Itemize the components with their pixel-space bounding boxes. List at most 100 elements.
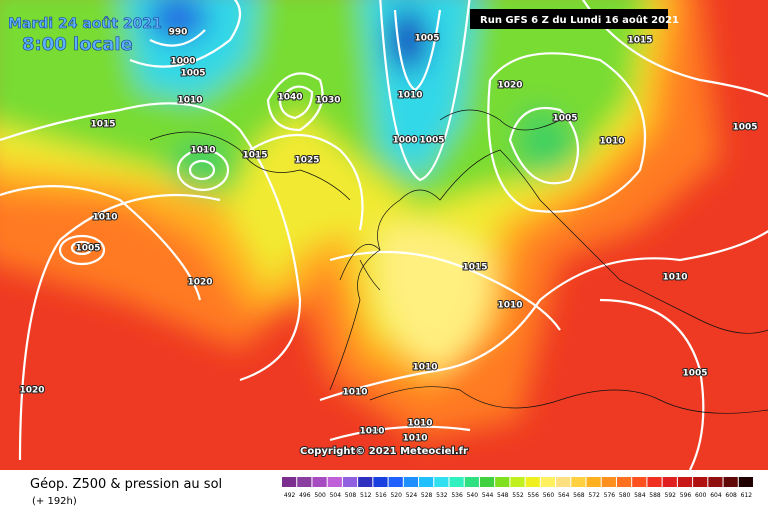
pressure-label: 990 [169,28,188,38]
legend-swatch [556,477,571,487]
legend-swatch [616,477,632,487]
legend-swatch [723,477,738,487]
pressure-label: 1005 [180,69,205,79]
legend-label: 596 [680,492,692,499]
legend-swatch [479,477,495,487]
legend-label: 500 [314,492,326,499]
legend-swatch [419,477,434,487]
pressure-label: 1005 [682,369,707,379]
legend-swatch [601,477,616,487]
color-legend: 492 496 500 504 508 512 516 520 524 528 532 536 540 5… [282,477,753,499]
pressure-label: 1010 [407,419,432,429]
pressure-label: 1040 [277,93,302,103]
isobars [0,0,768,470]
footer-lead: (+ 192h) [32,496,77,507]
legend-swatch [342,477,358,487]
legend-swatch [571,477,586,487]
legend-label: 580 [619,492,631,499]
pressure-label: 1010 [342,388,367,398]
legend-swatch [738,477,753,487]
legend-label: 576 [604,492,616,499]
legend-label: 508 [345,492,357,499]
legend-swatch [632,477,647,487]
pressure-label: 1000 [392,136,417,146]
legend-label: 560 [543,492,555,499]
legend-label: 556 [527,492,539,499]
legend-label: 540 [467,492,479,499]
legend-label: 496 [299,492,311,499]
legend-swatch [373,477,388,487]
pressure-label: 1015 [462,263,487,273]
pressure-label: 1010 [397,91,422,101]
pressure-label: 1010 [412,363,437,373]
legend-label: 548 [497,492,509,499]
pressure-label: 1005 [414,34,439,44]
legend-label: 524 [406,492,418,499]
legend-label: 544 [482,492,494,499]
legend-label: 504 [330,492,342,499]
legend-swatch [677,477,693,487]
legend-label: 516 [375,492,387,499]
pressure-label: 1010 [177,96,202,106]
legend-swatch [449,477,464,487]
pressure-label: 1005 [552,114,577,124]
legend-label: 532 [436,492,448,499]
footer-title: Géop. Z500 & pression au sol [30,477,222,492]
run-info: Run GFS 6 Z du Lundi 16 août 2021 [480,14,679,26]
legend-swatch [312,477,327,487]
legend-swatch [586,477,601,487]
legend-label: 528 [421,492,433,499]
pressure-label: 1025 [294,156,319,166]
legend-swatch [297,477,312,487]
pressure-label: 1010 [402,434,427,444]
legend-swatch [510,477,525,487]
pressure-label: 1010 [497,301,522,311]
forecast-time: 8:00 locale [22,34,133,55]
legend-label: 612 [741,492,753,499]
pressure-label: 1010 [359,427,384,437]
legend-label: 512 [360,492,372,499]
z500-field [0,0,720,440]
pressure-label: 1020 [497,81,522,91]
legend-label: 568 [573,492,585,499]
legend-swatch [708,477,723,487]
pressure-label: 1010 [662,273,687,283]
pressure-label: 1020 [19,386,44,396]
legend-swatch [327,477,342,487]
legend-swatch [693,477,708,487]
legend-swatch [525,477,540,487]
legend-swatch [464,477,479,487]
legend-swatch [540,477,556,487]
pressure-label: 1005 [732,123,757,133]
pressure-label: 1010 [190,146,215,156]
pressure-label: 1015 [627,36,652,46]
legend-swatch [282,477,297,487]
coastlines [149,109,768,414]
legend-label: 520 [390,492,402,499]
legend-label: 588 [649,492,661,499]
legend-label: 564 [558,492,570,499]
legend-swatch [495,477,510,487]
pressure-label: 1005 [419,136,444,146]
pressure-label: 1005 [75,244,100,254]
legend-swatch [388,477,403,487]
legend-label: 604 [710,492,722,499]
legend-label: 552 [512,492,524,499]
pressure-label: 1010 [92,213,117,223]
legend-label: 492 [284,492,296,499]
legend-label: 584 [634,492,646,499]
forecast-date: Mardi 24 août 2021 [8,16,162,32]
legend-swatch [434,477,449,487]
pressure-label: 1020 [187,278,212,288]
legend-swatch [647,477,662,487]
legend-label: 608 [725,492,737,499]
pressure-label: 1030 [315,96,340,106]
legend-swatch [662,477,677,487]
legend-swatch [358,477,373,487]
pressure-label: 1000 [170,57,195,67]
pressure-label: 1015 [242,151,267,161]
legend-label: 536 [451,492,463,499]
